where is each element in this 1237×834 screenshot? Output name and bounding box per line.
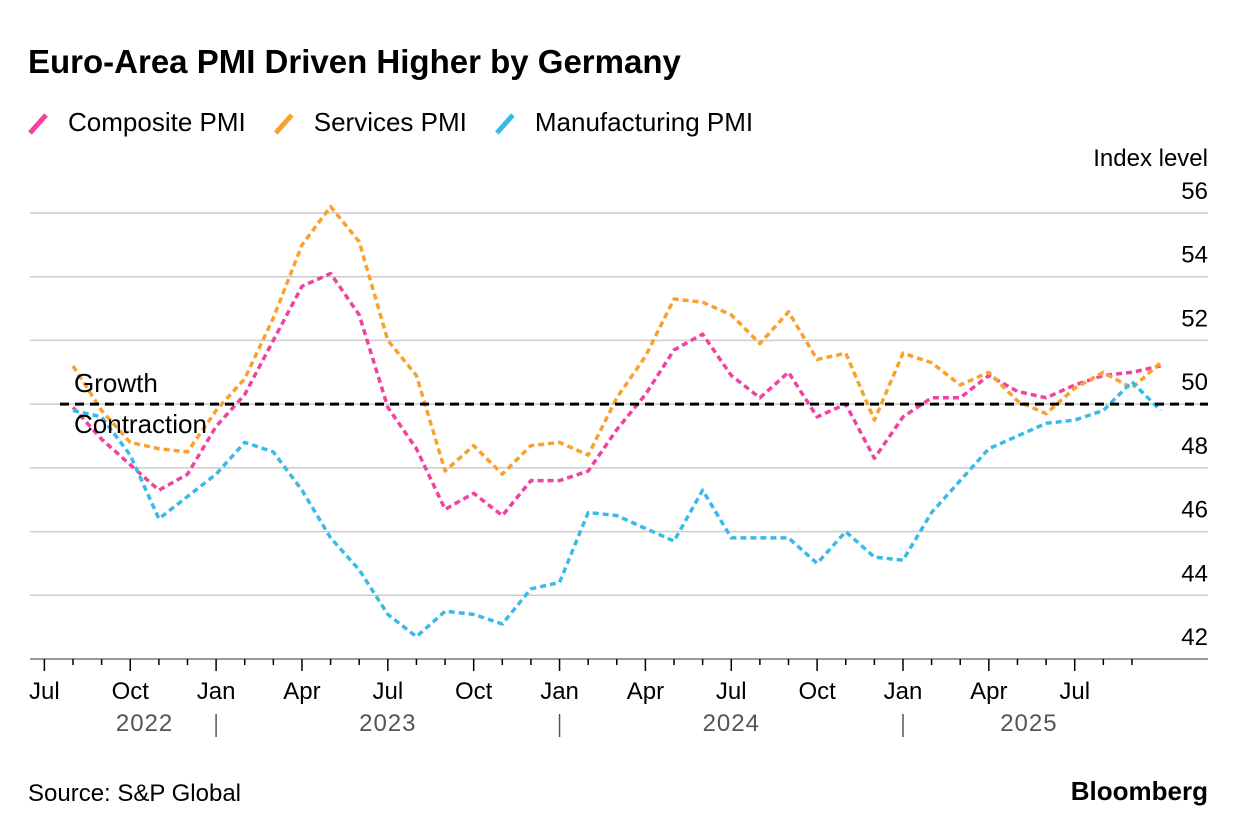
x-tick-label: Jan (197, 678, 236, 705)
chart-title: Euro-Area PMI Driven Higher by Germany (28, 43, 681, 80)
x-tick-label: Oct (455, 678, 493, 705)
y-tick-label: 50 (1181, 369, 1208, 396)
brand: Bloomberg (1071, 776, 1208, 806)
y-tick-label: 54 (1181, 242, 1208, 269)
x-tick-label: Jul (29, 678, 60, 705)
x-tick-label: Jul (716, 678, 747, 705)
year-label: 2022 (116, 710, 173, 737)
year-label: 2024 (703, 710, 760, 737)
x-tick-label: Apr (627, 678, 664, 705)
x-tick-label: Apr (283, 678, 320, 705)
x-tick-label: Oct (112, 678, 150, 705)
legend-label: Manufacturing PMI (535, 107, 753, 137)
y-tick-label: 48 (1181, 433, 1208, 460)
series-line (71, 271, 1161, 518)
x-tick-label: Oct (798, 678, 836, 705)
x-tick-label: Jul (372, 678, 403, 705)
legend-label: Services PMI (314, 107, 467, 137)
y-tick-label: 46 (1181, 497, 1208, 524)
reference-label: Contraction (74, 409, 207, 439)
reference-label: Growth (74, 368, 158, 398)
legend-swatch (495, 113, 515, 135)
x-tick-label: Jan (540, 678, 579, 705)
legend-label: Composite PMI (68, 107, 246, 137)
y-tick-label: 56 (1181, 178, 1208, 205)
series-line (71, 204, 1162, 476)
legend-swatch (273, 113, 294, 135)
legend-swatch (28, 113, 48, 135)
x-tick-label: Jan (884, 678, 923, 705)
source: Source: S&P Global (28, 780, 241, 807)
x-tick-label: Apr (970, 678, 1007, 705)
y-tick-label: 52 (1181, 305, 1208, 332)
x-tick-label: Jul (1059, 678, 1090, 705)
y-tick-label: 44 (1181, 560, 1208, 587)
year-label: 2023 (359, 710, 416, 737)
year-label: 2025 (1000, 710, 1057, 737)
y-tick-label: 42 (1181, 624, 1208, 651)
y-axis-label: Index level (1093, 145, 1208, 172)
series-line (72, 380, 1162, 639)
